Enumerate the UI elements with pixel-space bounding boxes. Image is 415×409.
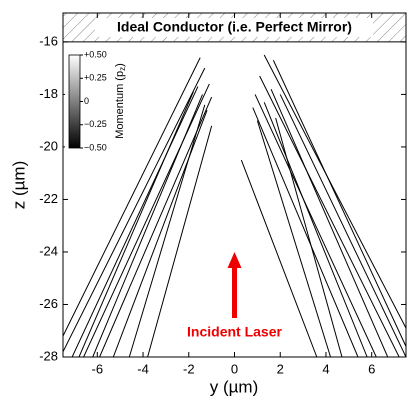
y-tick-label: -24 [39, 243, 58, 258]
trajectory [240, 159, 318, 357]
trajectory [92, 94, 203, 357]
trajectory [270, 88, 389, 357]
trajectory [259, 75, 400, 357]
plot-frame [62, 12, 407, 358]
trajectory [63, 57, 201, 337]
trajectory [147, 125, 213, 357]
colorbar-label: Momentum (pz) [114, 63, 127, 139]
x-axis-label: y (µm) [210, 377, 259, 396]
y-tick-label: -18 [39, 86, 58, 101]
trajectory [263, 54, 406, 329]
colorbar [68, 54, 81, 149]
colorbar-tick-label: +0.25 [84, 73, 107, 83]
trajectory [99, 96, 213, 357]
x-tick-label: 2 [277, 361, 284, 376]
trajectory [279, 94, 406, 357]
x-tick-label: 6 [368, 361, 375, 376]
x-tick-label: -2 [183, 361, 195, 376]
trajectory [254, 94, 377, 357]
y-axis-label: z (µm) [9, 161, 28, 210]
colorbar-tick-label: −0.25 [84, 119, 107, 129]
trajectory [263, 102, 368, 357]
y-tick-label: -28 [39, 348, 58, 363]
mirror-label: Ideal Conductor (i.e. Perfect Mirror) [117, 19, 352, 35]
trajectory [128, 104, 206, 357]
colorbar-label-sub: z [118, 67, 127, 71]
y-tick-label: -20 [39, 138, 58, 153]
trajectory [78, 91, 194, 357]
trajectory [112, 109, 208, 357]
arrow-head [227, 252, 242, 268]
x-tick-label: -4 [137, 361, 149, 376]
trajectory [272, 60, 406, 347]
x-tick-label: 0 [231, 361, 238, 376]
trajectories [63, 54, 406, 357]
x-tick-label: 4 [322, 361, 329, 376]
trajectory [63, 67, 206, 352]
colorbar-label-end: ) [114, 63, 126, 67]
y-tick-label: -22 [39, 191, 58, 206]
colorbar-label-text: Momentum (p [114, 71, 126, 139]
trajectory [71, 86, 199, 357]
y-tick-label: -26 [39, 296, 58, 311]
trajectory [252, 107, 359, 357]
x-tick-label: -6 [92, 361, 104, 376]
arrow-label: Incident Laser [187, 324, 282, 340]
colorbar-tick-label: −0.50 [84, 142, 107, 152]
mirror-label-bg [95, 18, 373, 37]
colorbar-tick-label: +0.50 [84, 49, 107, 59]
colorbar-tick-label: 0 [84, 96, 89, 106]
trajectory [256, 120, 332, 357]
y-tick-label: -16 [39, 33, 58, 48]
trajectory [275, 117, 343, 357]
